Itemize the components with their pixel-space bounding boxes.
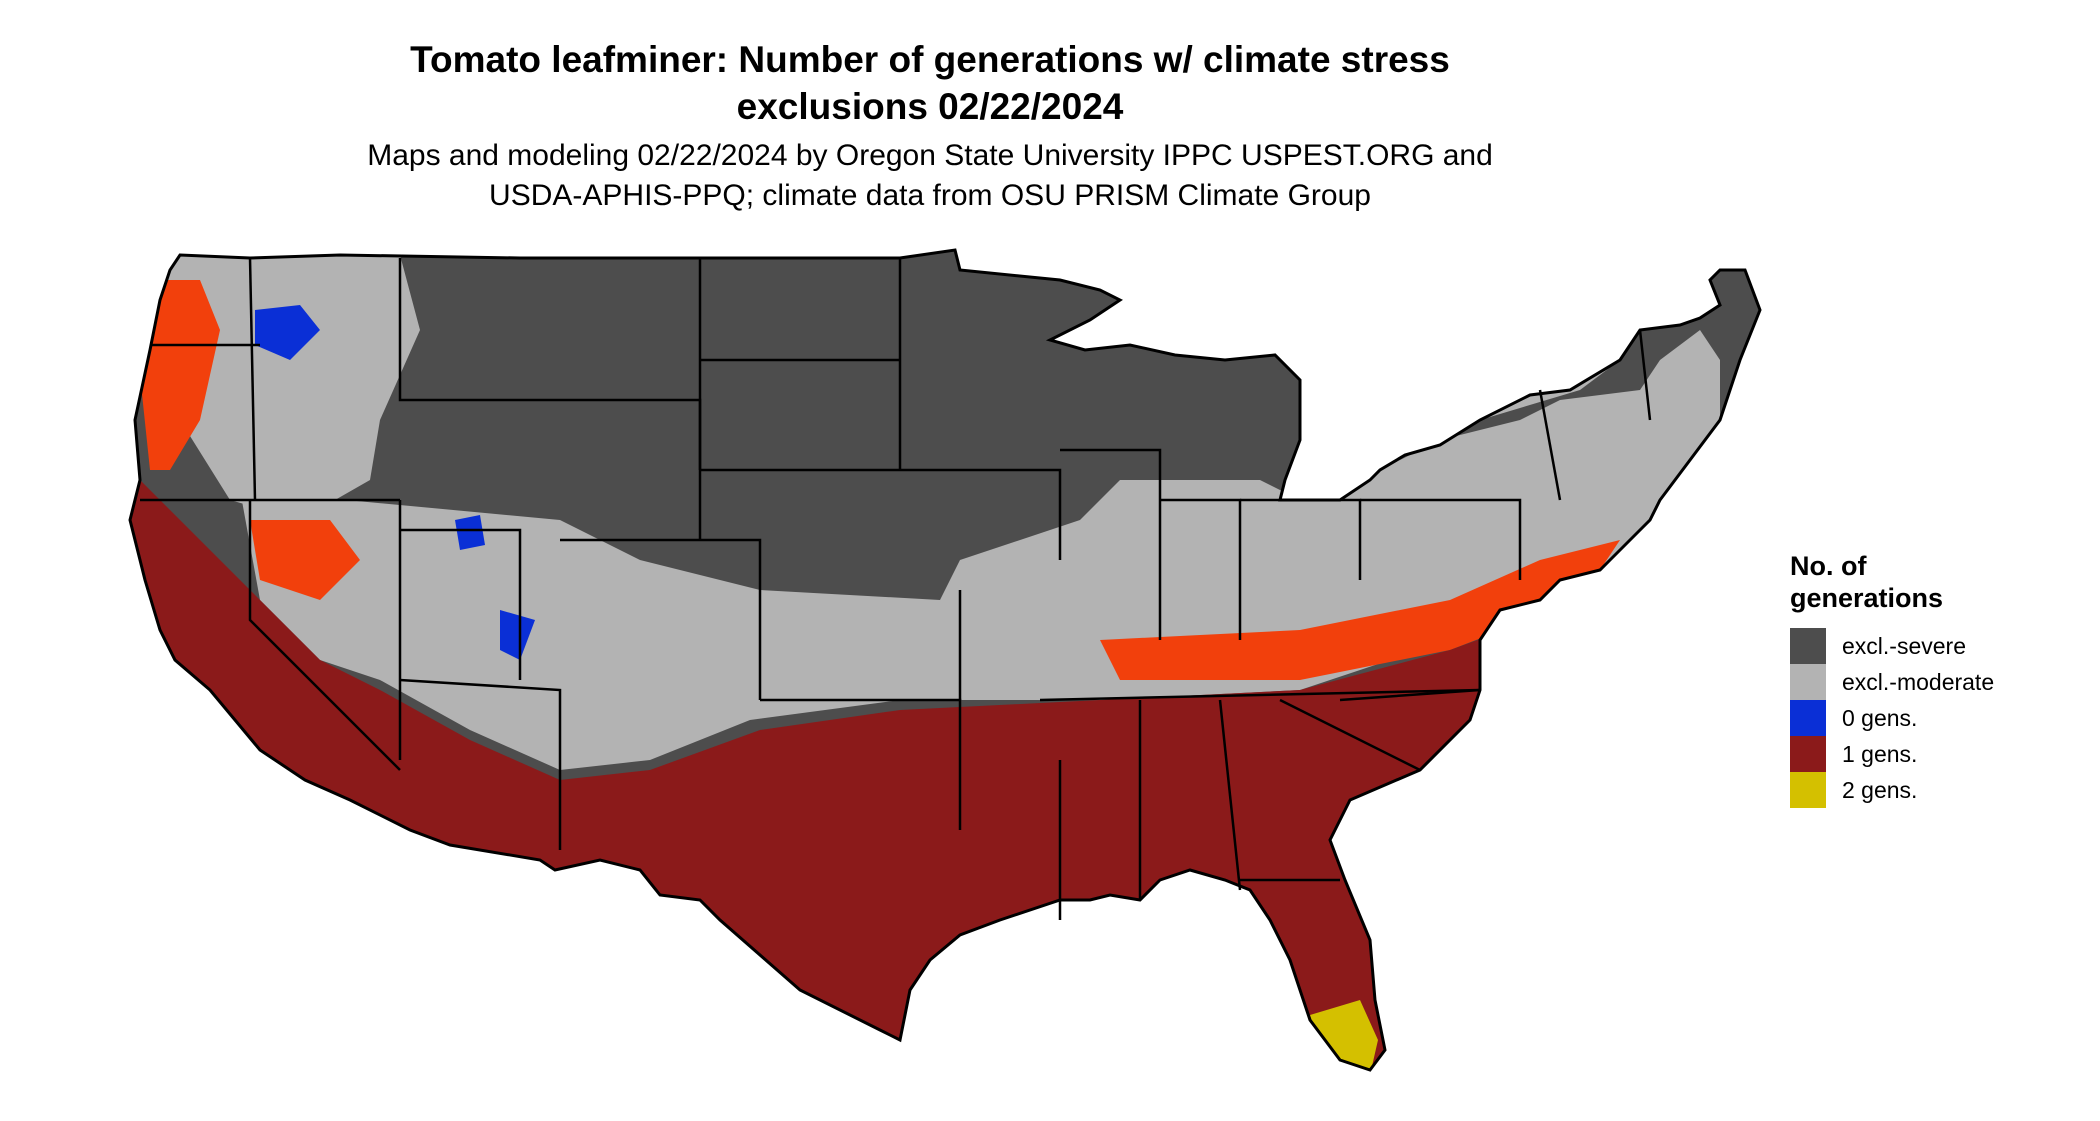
- border-tn-south: [1039, 688, 1481, 702]
- border-il: [1060, 448, 1162, 640]
- zone-0-gens-colorado: [500, 610, 535, 660]
- legend-item-0-gens: 0 gens.: [1790, 700, 2080, 736]
- legend-swatch-excl-severe: [1790, 628, 1826, 664]
- border-al-ga: [1218, 699, 1242, 891]
- legend-swatch-excl-moderate: [1790, 664, 1826, 700]
- legend-label-excl-moderate: excl.-moderate: [1842, 668, 1995, 695]
- zone-excl-moderate-northwest: [160, 255, 420, 520]
- legend-item-excl-moderate: excl.-moderate: [1790, 664, 2080, 700]
- zone-transition-nevada: [250, 520, 360, 600]
- border-ut-co: [400, 528, 522, 680]
- zone-2-gens-florida: [1310, 1000, 1378, 1070]
- legend-title: No. of generations: [1790, 550, 2080, 614]
- border-ne-states: [1638, 329, 1652, 421]
- legend: No. of generations excl.-severe excl.-mo…: [1790, 550, 2080, 808]
- border-ia: [920, 468, 1062, 560]
- legend-label-excl-severe: excl.-severe: [1842, 632, 1966, 659]
- legend-label-0-gens: 0 gens.: [1842, 704, 1918, 731]
- border-wa-id: [248, 257, 257, 501]
- climate-zones: [130, 250, 1760, 1070]
- legend-title-line2: generations: [1790, 583, 1944, 613]
- map-title-line2: exclusions 02/22/2024: [736, 86, 1124, 127]
- border-az-nm: [399, 678, 562, 850]
- border-nc: [1339, 688, 1481, 702]
- map-subtitle: Maps and modeling 02/22/2024 by Oregon S…: [260, 136, 1600, 216]
- border-mt-id: [398, 258, 520, 402]
- legend-item-1-gens: 1 gens.: [1790, 736, 2080, 772]
- legend-swatch-2-gens: [1790, 772, 1826, 808]
- map-subtitle-line2: USDA-APHIS-PPQ; climate data from OSU PR…: [489, 179, 1371, 212]
- zone-transition-east: [1100, 540, 1620, 680]
- border-pa: [1360, 498, 1522, 580]
- legend-swatch-0-gens: [1790, 700, 1826, 736]
- map-title: Tomato leafminer: Number of generations …: [260, 36, 1600, 130]
- border-ca-nv: [248, 500, 401, 771]
- legend-item-excl-severe: excl.-severe: [1790, 628, 2080, 664]
- border-ny: [1538, 389, 1562, 501]
- legend-swatch-1-gens: [1790, 736, 1826, 772]
- border-ga-sc: [1279, 698, 1421, 772]
- map-subtitle-line1: Maps and modeling 02/22/2024 by Oregon S…: [367, 139, 1493, 172]
- legend-item-2-gens: 2 gens.: [1790, 772, 2080, 808]
- zone-0-gens-washington: [255, 305, 320, 360]
- legend-label-1-gens: 1 gens.: [1842, 740, 1918, 767]
- zone-0-gens-utah: [455, 515, 485, 550]
- border-co-ks: [560, 538, 762, 700]
- legend-title-line1: No. of: [1790, 551, 1867, 581]
- state-borders: [140, 257, 1652, 920]
- map-title-line1: Tomato leafminer: Number of generations …: [410, 39, 1450, 80]
- legend-label-2-gens: 2 gens.: [1842, 776, 1918, 803]
